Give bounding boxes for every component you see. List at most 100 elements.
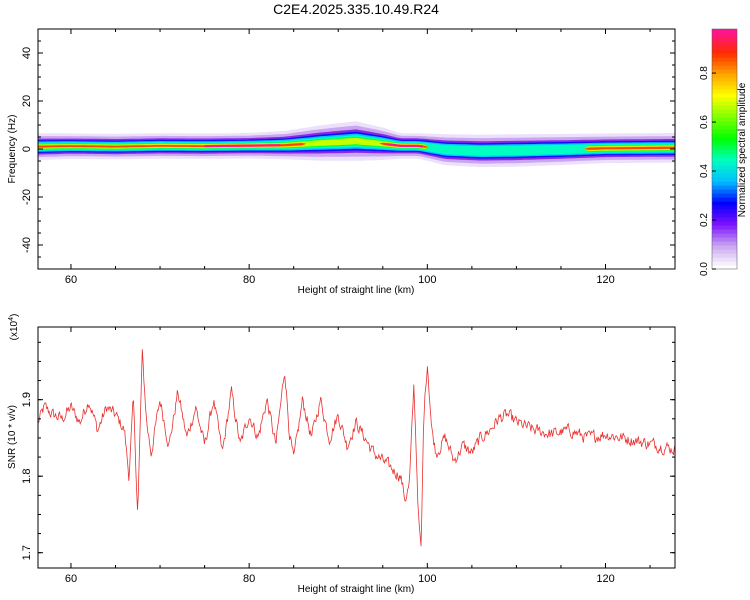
colorbar-segment xyxy=(712,161,737,166)
ridge-core xyxy=(387,143,424,148)
snr-x-ticks: 60 80 100 120 xyxy=(65,327,651,585)
snr-scale-exponent: 4 xyxy=(8,317,15,321)
x-tick-label: 100 xyxy=(418,573,436,585)
colorbar-segment xyxy=(712,33,737,38)
colorbar-label: Normalized spectral amplitude xyxy=(737,82,748,217)
y-tick-label: -40 xyxy=(21,237,33,253)
snr-frame xyxy=(37,326,676,569)
colorbar-tick-label: 0.2 xyxy=(699,213,710,227)
colorbar-segment xyxy=(712,213,737,218)
colorbar-segment xyxy=(712,177,737,182)
colorbar-tick-label: 0.8 xyxy=(699,66,710,80)
colorbar-segment xyxy=(712,57,737,62)
colorbar-segment xyxy=(712,61,737,66)
y-tick-label: -20 xyxy=(21,189,33,205)
colorbar-segment xyxy=(712,185,737,190)
colorbar-segment xyxy=(712,193,737,198)
colorbar-segment xyxy=(712,137,737,142)
colorbar-segment xyxy=(712,157,737,162)
colorbar-segment xyxy=(712,53,737,58)
colorbar-segment xyxy=(712,113,737,118)
colorbar-segment xyxy=(712,189,737,194)
spectrogram-y-label: Frequency (Hz) xyxy=(7,115,18,184)
colorbar-segment xyxy=(712,201,737,206)
y-tick-label: 1.7 xyxy=(21,545,33,560)
snr-scale-label: (x104) xyxy=(8,314,20,341)
colorbar-segment xyxy=(712,165,737,170)
x-tick-label: 120 xyxy=(596,274,614,286)
colorbar-segment xyxy=(712,133,737,138)
colorbar-tick-label: 0.0 xyxy=(699,262,710,276)
colorbar-segment xyxy=(712,101,737,106)
colorbar-segment xyxy=(712,225,737,230)
colorbar-segment xyxy=(712,233,737,238)
spectrogram-panel: 60 80 100 120 40 20 0 -20 -40 Height of straigh… xyxy=(7,28,676,296)
colorbar-segment xyxy=(712,125,737,130)
colorbar-segment xyxy=(712,45,737,50)
colorbar-segment xyxy=(712,77,737,82)
y-tick-label: 1.8 xyxy=(21,469,33,484)
snr-panel: 60 80 100 120 1.9 1.8 1.7 Height of straight … xyxy=(7,314,676,595)
figure-title: C2E4.2025.335.10.49.R24 xyxy=(273,1,439,17)
colorbar-tick-label: 0.4 xyxy=(699,164,710,178)
x-tick-label: 60 xyxy=(65,274,77,286)
y-tick-label: 20 xyxy=(21,95,33,107)
colorbar-segment xyxy=(712,121,737,126)
snr-y-label: SNR (10 * v/v) xyxy=(7,405,18,469)
colorbar-segment xyxy=(712,73,737,78)
x-tick-label: 60 xyxy=(65,573,77,585)
ridge-core xyxy=(204,144,281,148)
colorbar-segment xyxy=(712,145,737,150)
colorbar-segment xyxy=(712,265,737,270)
colorbar-ticks: 0.0 0.2 0.4 0.6 0.8 xyxy=(699,66,716,276)
y-tick-label: 0 xyxy=(21,146,33,152)
colorbar-segment xyxy=(712,117,737,122)
colorbar-segment xyxy=(712,229,737,234)
spectrogram-x-label: Height of straight line (km) xyxy=(298,285,415,296)
colorbar-segment xyxy=(712,241,737,246)
colorbar-tick-label: 0.6 xyxy=(699,115,710,129)
colorbar-segment xyxy=(712,197,737,202)
colorbar-segment xyxy=(712,129,737,134)
colorbar-segment xyxy=(712,37,737,42)
colorbar-segment xyxy=(712,217,737,222)
colorbar-segment xyxy=(712,89,737,94)
colorbar-segment xyxy=(712,49,737,54)
colorbar-segment xyxy=(712,65,737,70)
colorbar-segment xyxy=(712,41,737,46)
ridge-band xyxy=(38,136,675,153)
colorbar-segment xyxy=(712,245,737,250)
colorbar-segment xyxy=(712,69,737,74)
x-tick-label: 80 xyxy=(243,573,255,585)
colorbar-segment xyxy=(712,141,737,146)
spectrogram-x-ticks: 60 80 100 120 xyxy=(65,29,651,286)
colorbar-segment xyxy=(712,169,737,174)
x-tick-label: 100 xyxy=(418,274,436,286)
spectral-ridge xyxy=(38,121,675,168)
colorbar-frame xyxy=(711,28,738,270)
snr-plot-area xyxy=(38,327,675,568)
colorbar-segment xyxy=(712,237,737,242)
spectrogram-y-ticks: 40 20 0 -20 -40 xyxy=(21,40,675,258)
colorbar-segment xyxy=(712,29,737,34)
colorbar-segment xyxy=(712,85,737,90)
colorbar-segment xyxy=(712,249,737,254)
colorbar-segment xyxy=(712,93,737,98)
colorbar-segment xyxy=(712,173,737,178)
colorbar-segment xyxy=(712,221,737,226)
colorbar-segment xyxy=(712,109,737,114)
colorbar-segment xyxy=(712,257,737,262)
colorbar-segment xyxy=(712,81,737,86)
ridge-band xyxy=(38,137,675,152)
colorbar-segment xyxy=(712,209,737,214)
colorbar-segment xyxy=(712,253,737,258)
y-tick-label: 1.9 xyxy=(21,392,33,407)
ridge-band xyxy=(38,141,675,151)
y-tick-label: 40 xyxy=(21,47,33,59)
colorbar-segment xyxy=(712,205,737,210)
x-tick-label: 80 xyxy=(243,274,255,286)
colorbar-segment xyxy=(712,97,737,102)
colorbar-segment xyxy=(712,153,737,158)
colorbar: 0.0 0.2 0.4 0.6 0.8 Normalized spectral ampl… xyxy=(699,28,748,276)
